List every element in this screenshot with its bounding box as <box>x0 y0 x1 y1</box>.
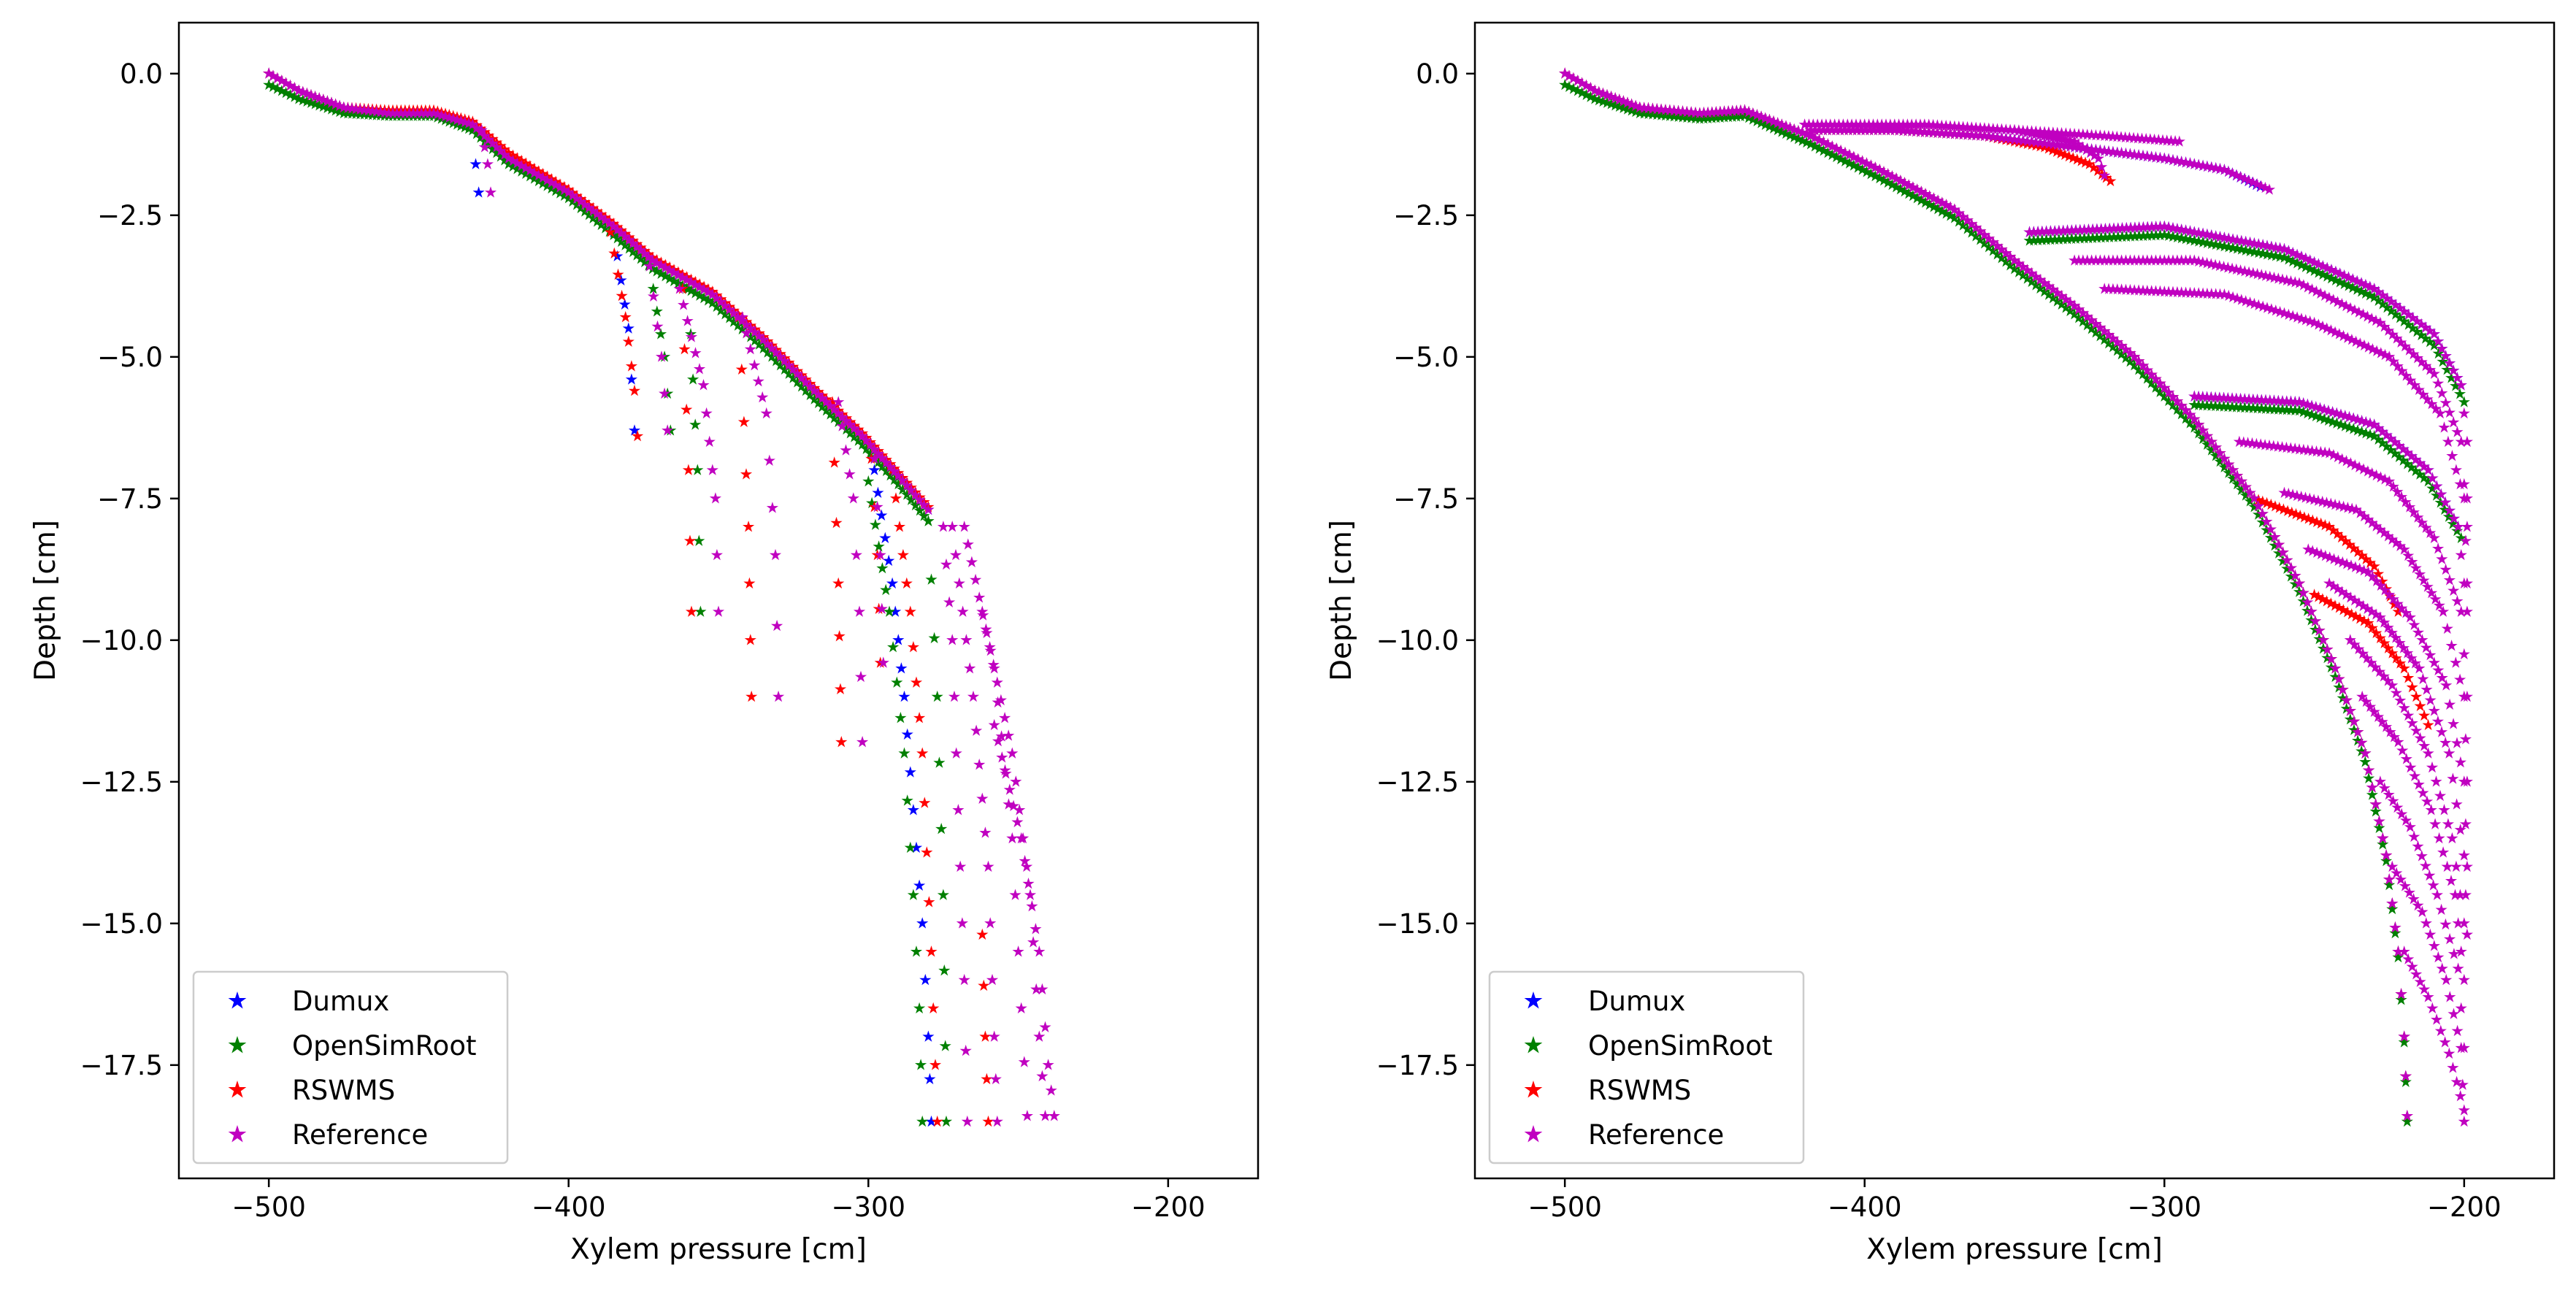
y-tick-label: −2.5 <box>97 200 163 231</box>
x-tick-label: −400 <box>1828 1192 1902 1223</box>
chart-panel-right: −500 −400 −300 −200 0.0 −2.5 −5.0 −7.5 −10.0 −12.… <box>1325 21 2556 1266</box>
y-tick-label: −12.5 <box>80 767 163 798</box>
legend-item-opensimroot: OpenSimRoot <box>1524 1030 1772 1062</box>
y-tick-label: −7.5 <box>97 483 163 515</box>
y-tick-label: −17.5 <box>80 1050 163 1081</box>
y-tick-label: −10.0 <box>80 625 163 656</box>
y-tick-label: −15.0 <box>1376 908 1459 940</box>
legend-label: Reference <box>1588 1119 1724 1151</box>
y-axis-label: Depth [cm] <box>1325 520 1358 681</box>
legend-item-reference: Reference <box>228 1119 428 1151</box>
legend: Dumux OpenSimRoot RSWMS Reference <box>192 970 509 1165</box>
y-tick-label: 0.0 <box>120 58 163 90</box>
y-tick-label: −2.5 <box>1393 200 1459 231</box>
x-tick-label: −200 <box>2427 1192 2502 1223</box>
legend-item-reference: Reference <box>1524 1119 1724 1151</box>
legend-item-dumux: Dumux <box>1524 986 1685 1017</box>
chart-panel-left: −500 −400 −300 −200 0.0 −2.5 −5.0 −7.5 −10.0 −12.… <box>29 21 1260 1266</box>
legend-label: OpenSimRoot <box>292 1030 476 1062</box>
legend-label: Dumux <box>1588 986 1685 1017</box>
y-tick-label: 0.0 <box>1416 58 1459 90</box>
legend-item-dumux: Dumux <box>228 986 389 1017</box>
legend-box <box>192 970 509 1165</box>
legend-label: Dumux <box>292 986 389 1017</box>
axes-frame <box>177 21 1260 1180</box>
x-tick-label: −300 <box>2127 1192 2201 1223</box>
legend-item-opensimroot: OpenSimRoot <box>228 1030 476 1062</box>
legend: Dumux OpenSimRoot RSWMS Reference <box>1488 970 1805 1165</box>
y-tick-label: −5.0 <box>97 342 163 373</box>
legend-label: Reference <box>292 1119 428 1151</box>
legend-item-rswms: RSWMS <box>1524 1075 1691 1106</box>
legend-label: RSWMS <box>1588 1075 1691 1106</box>
legend-label: RSWMS <box>292 1075 395 1106</box>
y-tick-label: −7.5 <box>1393 483 1459 515</box>
x-tick-label: −400 <box>532 1192 606 1223</box>
y-tick-label: −12.5 <box>1376 767 1459 798</box>
x-tick-label: −500 <box>1527 1192 1602 1223</box>
x-tick-label: −200 <box>1131 1192 1205 1223</box>
x-axis-label: Xylem pressure [cm] <box>1866 1233 2163 1266</box>
legend-item-rswms: RSWMS <box>228 1075 395 1106</box>
panels: −500 −400 −300 −200 0.0 −2.5 −5.0 −7.5 −10.0 −12.… <box>29 21 2556 1266</box>
y-tick-label: −17.5 <box>1376 1050 1459 1081</box>
axes-frame <box>1473 21 2556 1180</box>
y-tick-label: −10.0 <box>1376 625 1459 656</box>
x-tick-label: −500 <box>231 1192 306 1223</box>
y-axis-label: Depth [cm] <box>29 520 62 681</box>
x-tick-label: −300 <box>831 1192 905 1223</box>
x-axis-label: Xylem pressure [cm] <box>570 1233 867 1266</box>
y-tick-label: −15.0 <box>80 908 163 940</box>
legend-box <box>1488 970 1805 1165</box>
y-tick-label: −5.0 <box>1393 342 1459 373</box>
legend-label: OpenSimRoot <box>1588 1030 1772 1062</box>
